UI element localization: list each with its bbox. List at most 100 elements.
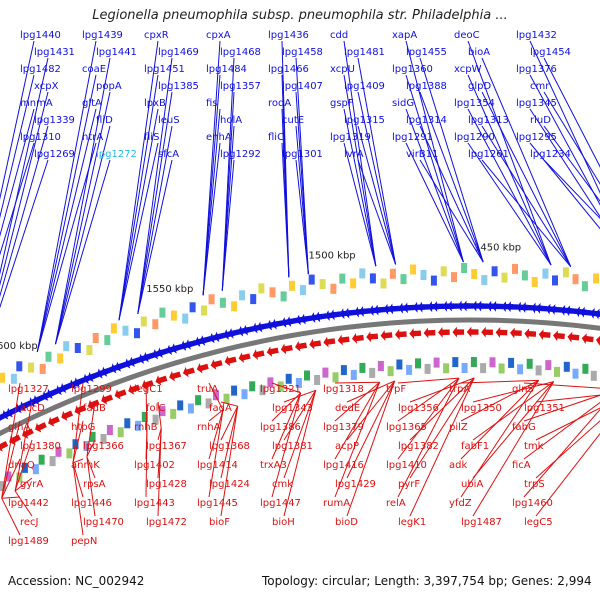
gene-label-top[interactable]: lpg1310 — [20, 132, 61, 143]
gene-label-bottom[interactable]: rnhB — [134, 422, 158, 433]
gene-label-top[interactable]: lpg1482 — [20, 64, 61, 75]
reverse-gene-arrow[interactable] — [481, 326, 493, 338]
reverse-gene-arrow[interactable] — [438, 326, 450, 338]
gene-label-bottom[interactable]: lpg1429 — [335, 479, 376, 490]
gene-label-top[interactable]: gspF — [330, 98, 354, 109]
gene-label-bottom[interactable]: lpg1424 — [209, 479, 250, 490]
reverse-gene-arrow[interactable] — [99, 392, 114, 406]
reverse-gene-arrow[interactable] — [86, 397, 101, 411]
reverse-gene-arrow[interactable] — [380, 330, 393, 342]
gene-label-top[interactable]: htrA — [82, 132, 103, 143]
reverse-gene-arrow[interactable] — [126, 382, 141, 396]
reverse-gene-arrow[interactable] — [510, 327, 522, 339]
reverse-gene-arrow[interactable] — [409, 328, 422, 339]
gene-label-bottom[interactable]: lpg1414 — [197, 460, 238, 471]
gene-label-bottom[interactable]: bioH — [272, 517, 295, 528]
gene-label-bottom[interactable]: lpg1351 — [524, 403, 565, 414]
gene-label-bottom[interactable]: lpg1299 — [71, 384, 112, 395]
gene-label-top[interactable]: enhA — [206, 132, 232, 143]
gene-label-top[interactable]: lpg1454 — [530, 47, 571, 58]
gene-label-top[interactable]: lpg1432 — [516, 30, 557, 41]
gene-label-bottom[interactable]: bioD — [335, 517, 358, 528]
gene-label-top[interactable]: lpg1354 — [454, 98, 495, 109]
gene-label-bottom[interactable]: fadA — [209, 403, 232, 414]
gene-label-bottom[interactable]: lpg1470 — [83, 517, 124, 528]
gene-label-bottom[interactable]: trpF — [386, 384, 406, 395]
gene-label-bottom[interactable]: trpA — [449, 384, 470, 395]
reverse-gene-arrow[interactable] — [195, 361, 209, 374]
reverse-gene-arrow[interactable] — [308, 338, 322, 350]
reverse-gene-arrow[interactable] — [251, 348, 265, 361]
forward-gene-arrow[interactable] — [324, 309, 337, 321]
gene-label-bottom[interactable]: tmk — [524, 441, 544, 452]
reverse-gene-arrow[interactable] — [237, 351, 251, 364]
reverse-gene-arrow[interactable] — [553, 330, 566, 342]
gene-label-bottom[interactable]: lpg1446 — [71, 498, 112, 509]
forward-gene-arrow[interactable] — [560, 304, 573, 317]
gene-label-top[interactable]: lpg1481 — [344, 47, 385, 58]
reverse-gene-arrow[interactable] — [466, 326, 479, 338]
forward-gene-arrow[interactable] — [0, 411, 6, 426]
gene-label-top[interactable]: fliD — [96, 115, 113, 126]
forward-gene-arrow[interactable] — [589, 307, 600, 319]
reverse-gene-arrow[interactable] — [33, 420, 48, 435]
gene-label-bottom[interactable]: trxA3 — [260, 460, 287, 471]
gene-label-top[interactable]: xcpU — [330, 64, 355, 75]
gene-label-top[interactable]: lpg1315 — [344, 115, 385, 126]
gene-label-bottom[interactable]: lpg1367 — [146, 441, 187, 452]
gene-label-top[interactable]: xapA — [392, 30, 417, 41]
gene-label-top[interactable]: lpg1272 — [96, 149, 137, 160]
reverse-gene-arrow[interactable] — [168, 369, 182, 383]
gene-label-top[interactable]: lpg1313 — [468, 115, 509, 126]
gene-label-top[interactable]: rodA — [268, 98, 291, 109]
gene-label-top[interactable]: lpg1469 — [158, 47, 199, 58]
reverse-gene-arrow[interactable] — [351, 332, 364, 344]
gene-label-top[interactable]: fliC — [268, 132, 284, 143]
reverse-gene-arrow[interactable] — [266, 345, 280, 358]
forward-gene-arrow[interactable] — [13, 400, 28, 415]
gene-label-top[interactable]: xcpW — [454, 64, 482, 75]
forward-gene-arrow[interactable] — [412, 301, 425, 313]
gene-label-bottom[interactable]: lpg1368 — [209, 441, 250, 452]
gene-label-bottom[interactable]: lpg1382 — [398, 441, 439, 452]
gene-label-top[interactable]: lpg1439 — [82, 30, 123, 41]
gene-label-top[interactable]: virB11 — [406, 149, 438, 160]
reverse-gene-arrow[interactable] — [394, 329, 407, 341]
gene-label-bottom[interactable]: ubiA — [461, 479, 483, 490]
reverse-gene-arrow[interactable] — [113, 387, 128, 401]
forward-gene-arrow[interactable] — [81, 371, 96, 385]
forward-gene-arrow[interactable] — [179, 339, 193, 353]
forward-gene-arrow[interactable] — [266, 318, 280, 331]
reverse-gene-arrow[interactable] — [0, 439, 9, 454]
gene-label-top[interactable]: lpg1357 — [220, 81, 261, 92]
gene-label-bottom[interactable]: folC — [146, 403, 165, 414]
forward-gene-arrow[interactable] — [309, 311, 323, 323]
gene-label-top[interactable]: lpg1269 — [34, 149, 75, 160]
gene-label-bottom[interactable]: lpg1381 — [272, 441, 313, 452]
forward-gene-arrow[interactable] — [398, 302, 410, 314]
gene-label-top[interactable]: deoC — [454, 30, 480, 41]
gene-label-bottom[interactable]: fabG — [512, 422, 536, 433]
reverse-gene-arrow[interactable] — [294, 340, 307, 353]
gene-label-bottom[interactable]: acpP — [335, 441, 359, 452]
gene-label-bottom[interactable]: lpg1365 — [386, 422, 427, 433]
gene-label-top[interactable]: lpg1436 — [268, 30, 309, 41]
gene-label-bottom[interactable]: lpg1318 — [323, 384, 364, 395]
reverse-gene-arrow[interactable] — [154, 373, 168, 387]
gene-label-bottom[interactable]: glnA — [8, 422, 30, 433]
gene-label-bottom[interactable]: lpg1410 — [386, 460, 427, 471]
gene-label-top[interactable]: lpg1385 — [158, 81, 199, 92]
forward-gene-arrow[interactable] — [67, 377, 82, 391]
gene-label-bottom[interactable]: dnaQ — [8, 460, 35, 471]
gene-label-top[interactable]: cpxA — [206, 30, 231, 41]
forward-gene-arrow[interactable] — [136, 351, 151, 365]
gene-label-top[interactable]: lpg1468 — [220, 47, 261, 58]
forward-gene-arrow[interactable] — [353, 306, 366, 318]
gene-label-top[interactable]: lpg1440 — [20, 30, 61, 41]
forward-gene-arrow[interactable] — [545, 303, 558, 315]
reverse-gene-arrow[interactable] — [59, 408, 74, 423]
forward-gene-arrow[interactable] — [53, 382, 68, 397]
gene-label-bottom[interactable]: trpS — [524, 479, 545, 490]
gene-label-top[interactable]: lpg1295 — [516, 132, 557, 143]
gene-label-bottom[interactable]: cmk — [272, 479, 293, 490]
